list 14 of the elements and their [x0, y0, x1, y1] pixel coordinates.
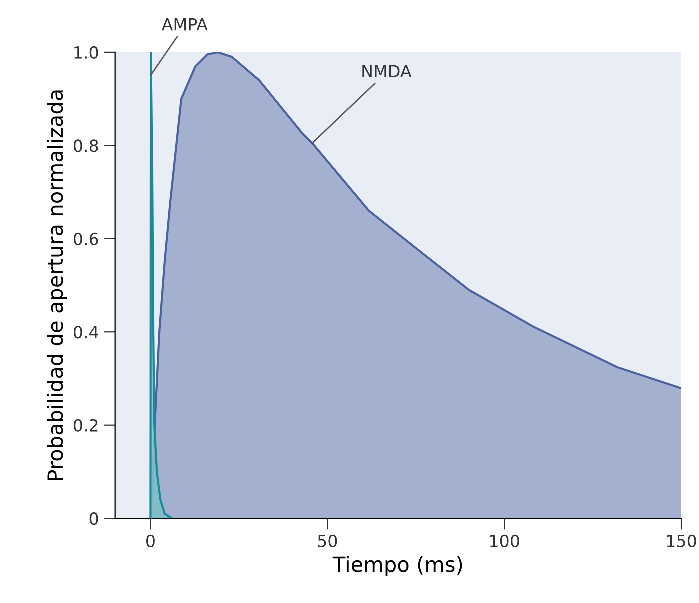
x-tick-label: 100 [490, 534, 520, 548]
y-axis-title: Probabilidad de apertura normalizada [47, 90, 68, 480]
x-tick-label: 150 [667, 534, 696, 548]
y-tick-label: 0.2 [74, 419, 98, 432]
y-tick-label: 0.4 [74, 326, 98, 339]
y-tick-label: 0.8 [74, 140, 98, 152]
x-axis-title: Tiempo (ms) [332, 556, 462, 576]
x-tick-label: 0 [146, 534, 155, 548]
annotation: NMDA [362, 65, 412, 78]
x-tick-label: 50 [318, 534, 338, 548]
y-tick-label: 0 [90, 512, 98, 526]
y-tick-label: 0.6 [74, 232, 98, 246]
y-tick-label: 1.0 [74, 46, 98, 60]
annotation: AMPA [162, 18, 208, 31]
